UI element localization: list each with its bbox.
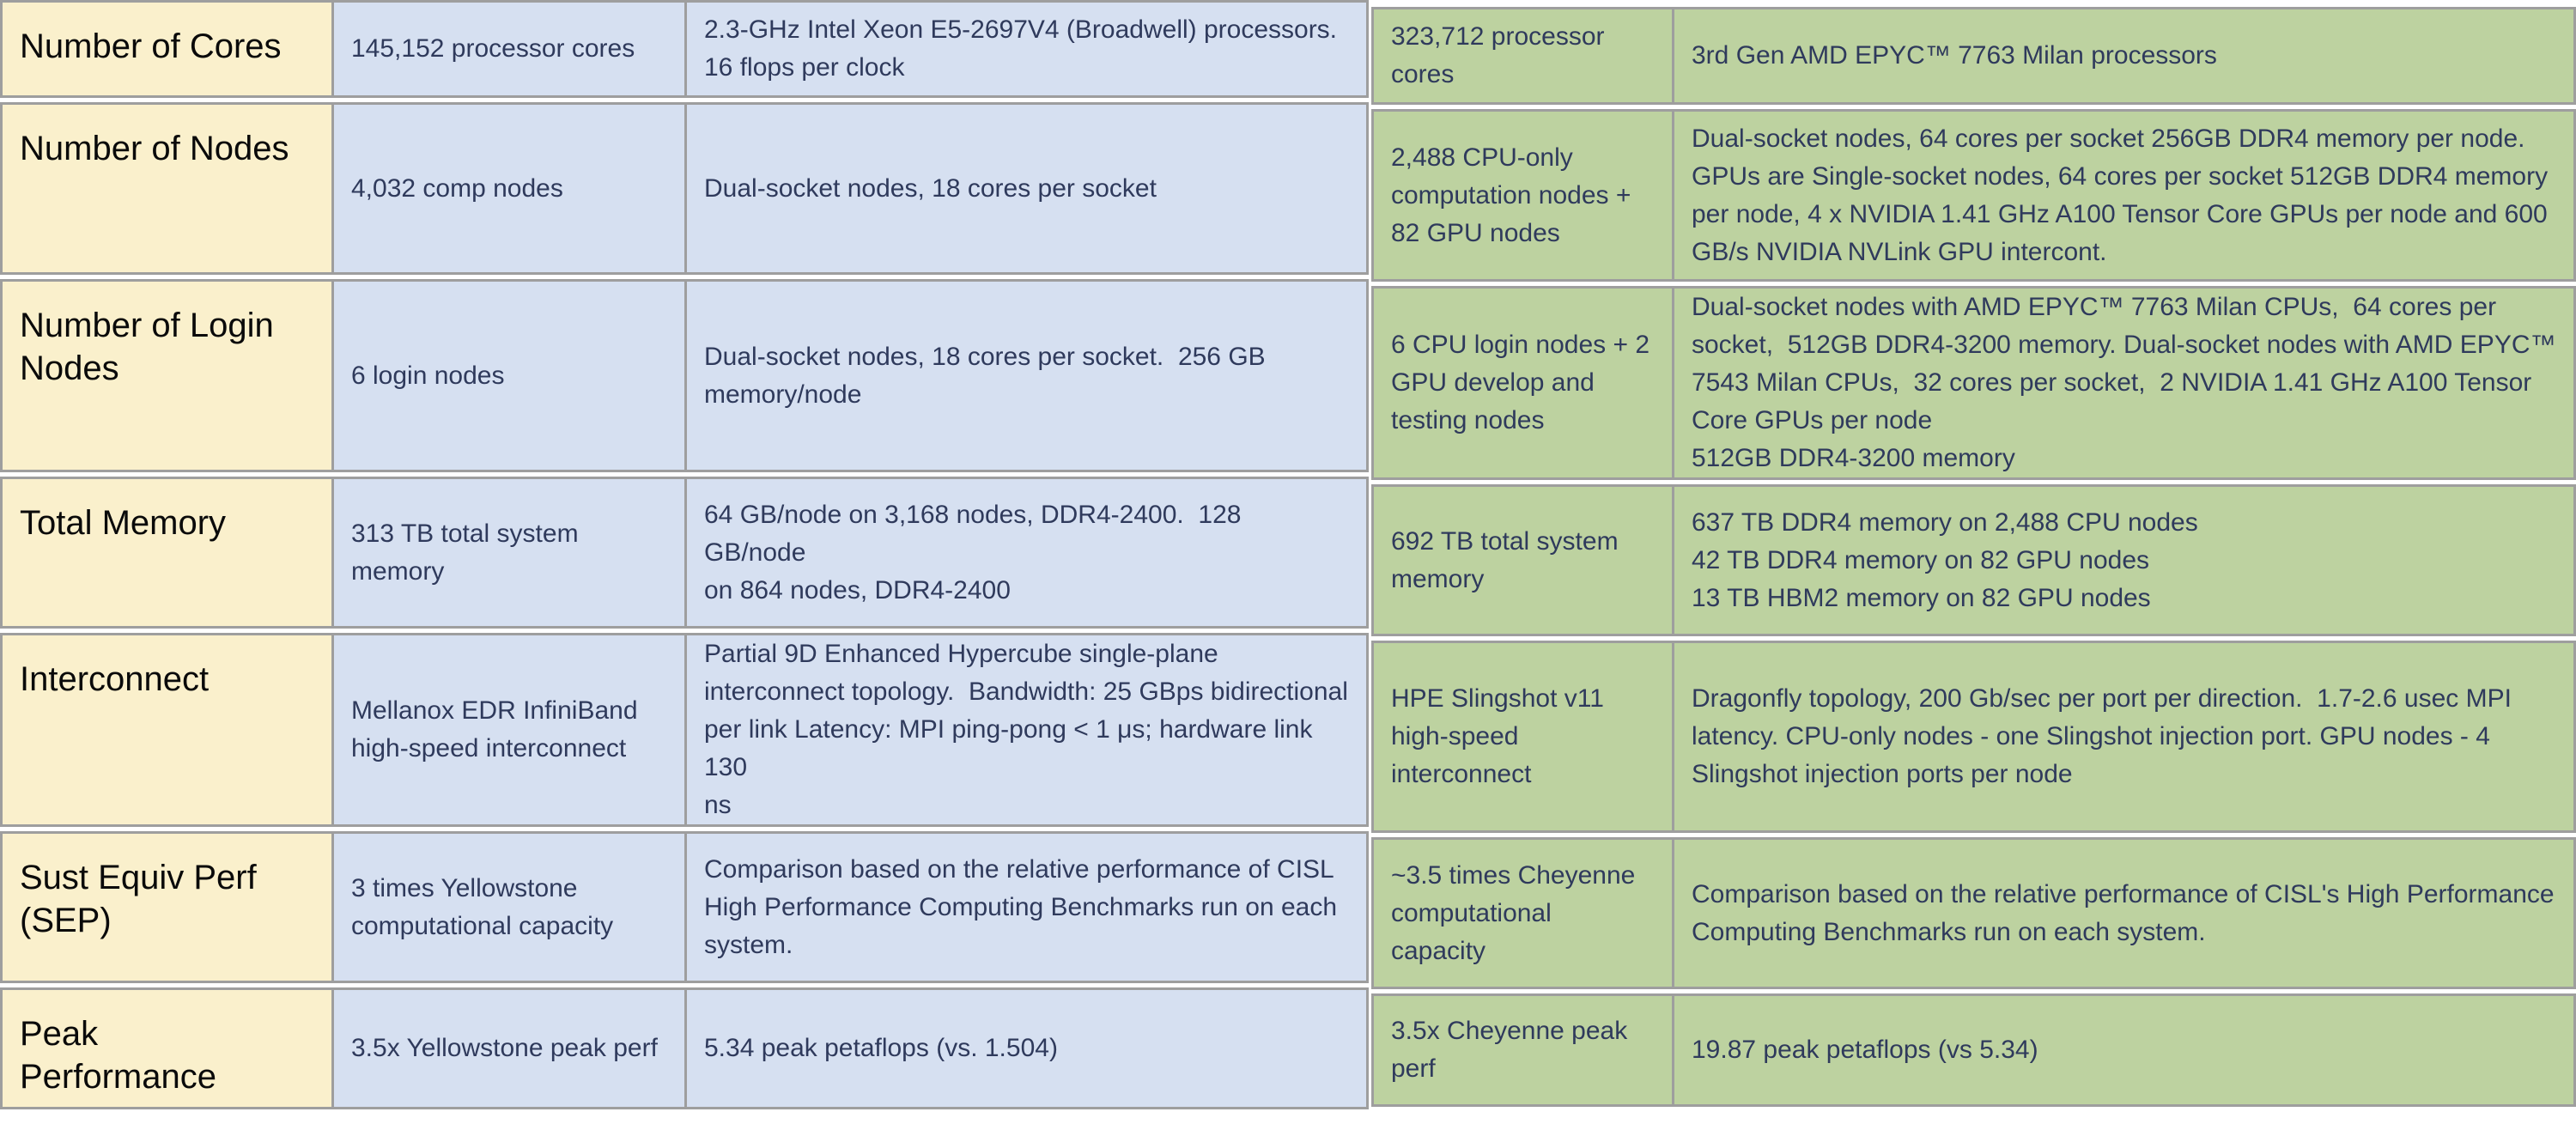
system1-detail-cell: Dual-socket nodes, 18 cores per socket xyxy=(684,105,1366,272)
system1-value-cell: 145,152 processor cores xyxy=(331,3,684,95)
table-row: Number of Cores 145,152 processor cores … xyxy=(0,0,1369,98)
system1-value-cell: 6 login nodes xyxy=(331,282,684,470)
table-row: Number of Login Nodes 6 login nodes Dual… xyxy=(0,279,1369,472)
comparison-table-left: Number of Cores 145,152 processor cores … xyxy=(0,0,1369,1109)
row-label: Number of Nodes xyxy=(3,105,331,272)
system2-detail-cell: Dual-socket nodes, 64 cores per socket 2… xyxy=(1672,112,2573,279)
row-label: Sust Equiv Perf (SEP) xyxy=(3,834,331,981)
system2-value-cell: 2,488 CPU-only computation nodes + 82 GP… xyxy=(1374,112,1672,279)
system1-detail-cell: 64 GB/node on 3,168 nodes, DDR4-2400. 12… xyxy=(684,479,1366,626)
system2-detail-cell: 637 TB DDR4 memory on 2,488 CPU nodes 42… xyxy=(1672,487,2573,634)
system1-value-cell: Mellanox EDR InfiniBand high-speed inter… xyxy=(331,635,684,824)
system2-detail-cell: Dual-socket nodes with AMD EPYC™ 7763 Mi… xyxy=(1672,289,2573,477)
table-row: Number of Nodes 4,032 comp nodes Dual-so… xyxy=(0,102,1369,275)
table-row: HPE Slingshot v11 high-speed interconnec… xyxy=(1371,641,2576,833)
system1-detail-cell: Comparison based on the relative perform… xyxy=(684,834,1366,981)
table-row: 692 TB total system memory 637 TB DDR4 m… xyxy=(1371,484,2576,636)
system1-value-cell: 3.5x Yellowstone peak perf xyxy=(331,990,684,1107)
system1-detail-cell: Dual-socket nodes, 18 cores per socket. … xyxy=(684,282,1366,470)
system2-value-cell: 692 TB total system memory xyxy=(1374,487,1672,634)
system1-value-cell: 4,032 comp nodes xyxy=(331,105,684,272)
row-label: Number of Login Nodes xyxy=(3,282,331,470)
table-row: 2,488 CPU-only computation nodes + 82 GP… xyxy=(1371,109,2576,282)
system2-detail-cell: 3rd Gen AMD EPYC™ 7763 Milan processors xyxy=(1672,9,2573,102)
system2-value-cell: HPE Slingshot v11 high-speed interconnec… xyxy=(1374,643,1672,830)
system2-detail-cell: 19.87 peak petaflops (vs 5.34) xyxy=(1672,996,2573,1104)
system1-value-cell: 3 times Yellowstone computational capaci… xyxy=(331,834,684,981)
table-row: Peak Performance 3.5x Yellowstone peak p… xyxy=(0,987,1369,1109)
system1-detail-cell: 2.3-GHz Intel Xeon E5-2697V4 (Broadwell)… xyxy=(684,3,1366,95)
system2-value-cell: 6 CPU login nodes + 2 GPU develop and te… xyxy=(1374,289,1672,477)
row-label: Peak Performance xyxy=(3,990,331,1107)
row-label: Number of Cores xyxy=(3,3,331,95)
table-row: 3.5x Cheyenne peak perf 19.87 peak petaf… xyxy=(1371,993,2576,1107)
table-row: Total Memory 313 TB total system memory … xyxy=(0,477,1369,629)
table-row: ~3.5 times Cheyenne computational capaci… xyxy=(1371,837,2576,989)
system2-value-cell: 323,712 processor cores xyxy=(1374,9,1672,102)
system1-detail-cell: Partial 9D Enhanced Hypercube single-pla… xyxy=(684,635,1366,824)
system1-value-cell: 313 TB total system memory xyxy=(331,479,684,626)
row-label: Total Memory xyxy=(3,479,331,626)
system2-detail-cell: Dragonfly topology, 200 Gb/sec per port … xyxy=(1672,643,2573,830)
table-row: Interconnect Mellanox EDR InfiniBand hig… xyxy=(0,633,1369,827)
comparison-table-right: 323,712 processor cores 3rd Gen AMD EPYC… xyxy=(1371,7,2576,1111)
system2-value-cell: ~3.5 times Cheyenne computational capaci… xyxy=(1374,840,1672,987)
system2-value-cell: 3.5x Cheyenne peak perf xyxy=(1374,996,1672,1104)
table-row: Sust Equiv Perf (SEP) 3 times Yellowston… xyxy=(0,831,1369,983)
system2-detail-cell: Comparison based on the relative perform… xyxy=(1672,840,2573,987)
system1-detail-cell: 5.34 peak petaflops (vs. 1.504) xyxy=(684,990,1366,1107)
table-row: 6 CPU login nodes + 2 GPU develop and te… xyxy=(1371,286,2576,480)
table-row: 323,712 processor cores 3rd Gen AMD EPYC… xyxy=(1371,7,2576,105)
row-label: Interconnect xyxy=(3,635,331,824)
